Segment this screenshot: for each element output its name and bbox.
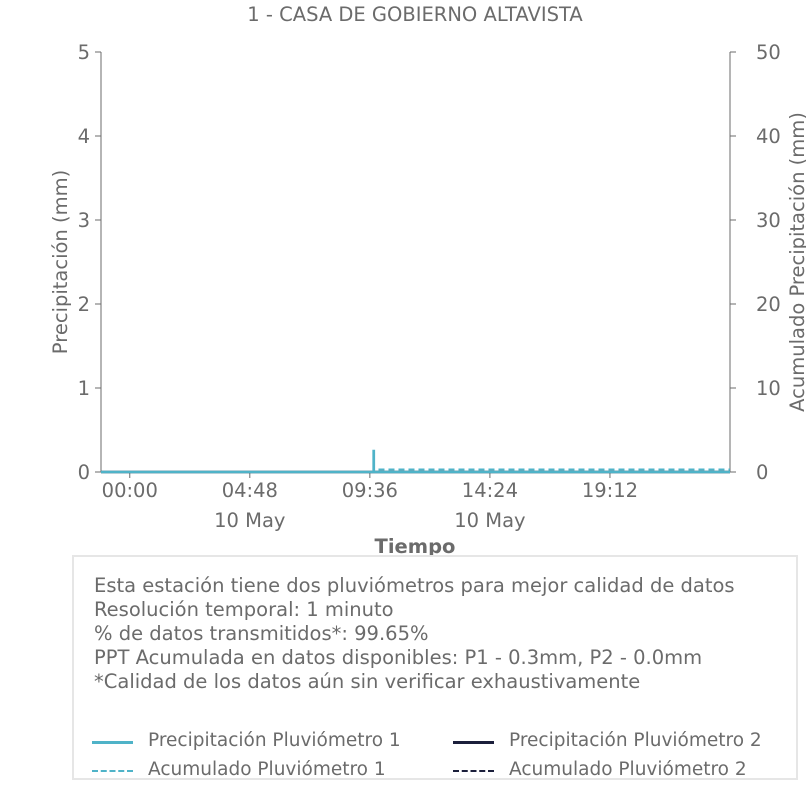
legend-label-a2: Acumulado Pluviómetro 2 [509, 759, 747, 780]
legend-label-a1: Acumulado Pluviómetro 1 [148, 759, 386, 780]
y-tick-label: 5 [78, 41, 90, 64]
x-tick-date-label: 10 May [214, 509, 285, 532]
x-tick-label: 14:24 [462, 479, 518, 502]
legend-label-p1: Precipitación Pluviómetro 1 [148, 730, 401, 751]
info-line-resolution: Resolución temporal: 1 minuto [94, 598, 394, 621]
x-tick-date-label: 10 May [454, 509, 525, 532]
y2-tick-label: 50 [756, 41, 781, 64]
y2-tick-label: 40 [756, 125, 781, 148]
series-line-precip-p1 [101, 449, 730, 474]
info-line-quality: *Calidad de los datos aún sin verificar … [94, 670, 641, 693]
y2-tick-label: 10 [756, 377, 781, 400]
chart-title: 1 - CASA DE GOBIERNO ALTAVISTA [247, 3, 583, 26]
y-tick-label: 1 [78, 377, 90, 400]
legend-swatch-a2 [453, 770, 494, 772]
y-tick-label: 3 [78, 209, 90, 232]
y2-tick-label: 30 [756, 209, 781, 232]
y-tick-label: 0 [78, 461, 90, 484]
x-tick-label: 19:12 [582, 479, 638, 502]
y2-tick-label: 0 [756, 461, 768, 484]
x-axis-label: Tiempo [375, 535, 456, 556]
legend-swatch-p2 [453, 741, 494, 744]
x-tick-label: 00:00 [102, 479, 158, 502]
info-line-stations: Esta estación tiene dos pluviómetros par… [94, 574, 735, 597]
legend-swatch-p1 [92, 741, 133, 744]
legend-label-p2: Precipitación Pluviómetro 2 [509, 730, 762, 751]
y-tick-label: 2 [78, 293, 90, 316]
y2-axis-label: Acumulado Precipitación (mm) [786, 112, 806, 412]
x-tick-label: 04:48 [222, 479, 278, 502]
info-line-transmitted: % de datos transmitidos*: 99.65% [94, 622, 429, 645]
info-line-accumulated: PPT Acumulada en datos disponibles: P1 -… [94, 646, 703, 669]
x-tick-label: 09:36 [342, 479, 398, 502]
info-legend-box: Esta estación tiene dos pluviómetros par… [72, 555, 798, 780]
precipitation-chart: 1 - CASA DE GOBIERNO ALTAVISTA 012345010… [49, 3, 806, 556]
y-axis-label: Precipitación (mm) [49, 170, 72, 354]
legend-swatch-a1 [92, 770, 133, 772]
y-tick-label: 4 [78, 125, 90, 148]
station-info: Esta estación tiene dos pluviómetros par… [94, 574, 735, 694]
y2-tick-label: 20 [756, 293, 781, 316]
